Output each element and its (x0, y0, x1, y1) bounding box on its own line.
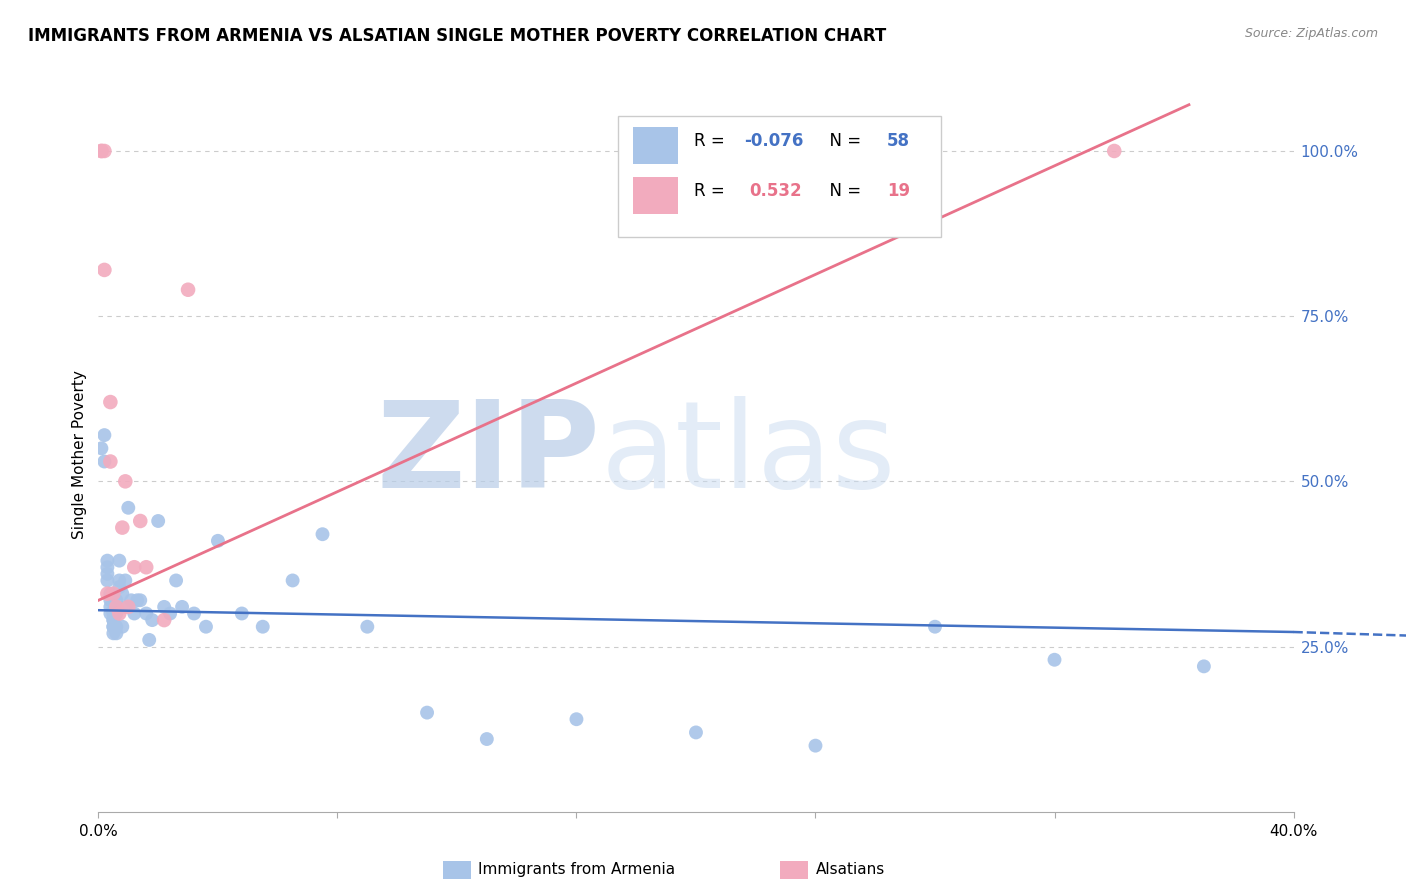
Text: 19: 19 (887, 182, 910, 200)
Point (177, 283, 200, 297)
Point (108, 580, 131, 594)
Text: IMMIGRANTS FROM ARMENIA VS ALSATIAN SINGLE MOTHER POVERTY CORRELATION CHART: IMMIGRANTS FROM ARMENIA VS ALSATIAN SING… (28, 27, 886, 45)
Point (159, 607, 181, 621)
Point (103, 613, 125, 627)
Point (153, 613, 176, 627)
Point (111, 620, 134, 634)
Point (96, 566, 118, 581)
Point (103, 620, 125, 634)
Point (105, 626, 128, 640)
Point (96, 560, 118, 574)
Text: atlas: atlas (600, 396, 896, 514)
Point (135, 607, 157, 621)
Point (90, 442, 112, 456)
Point (93, 263, 115, 277)
Point (100, 587, 122, 601)
Point (165, 574, 187, 588)
Point (108, 607, 131, 621)
Point (100, 599, 122, 614)
Point (103, 587, 125, 601)
Point (231, 607, 253, 621)
Point (100, 454, 122, 468)
FancyBboxPatch shape (619, 116, 941, 237)
Point (127, 593, 149, 607)
Text: Immigrants from Armenia: Immigrants from Armenia (478, 863, 675, 877)
Point (96, 554, 118, 568)
Text: N =: N = (820, 132, 866, 150)
Point (103, 607, 125, 621)
Text: N =: N = (820, 182, 866, 200)
Point (356, 620, 378, 634)
Point (93, 428, 115, 442)
Point (148, 514, 170, 528)
Point (141, 613, 163, 627)
Text: Alsatians: Alsatians (815, 863, 884, 877)
Point (924, 620, 946, 634)
Point (416, 706, 439, 720)
Point (804, 739, 827, 753)
Point (103, 620, 125, 634)
Point (475, 732, 498, 747)
Point (117, 500, 139, 515)
Point (1104, 144, 1126, 158)
Point (1043, 653, 1066, 667)
Text: R =: R = (693, 132, 730, 150)
Point (311, 527, 333, 541)
Point (252, 620, 274, 634)
Point (90, 144, 112, 158)
FancyBboxPatch shape (633, 127, 678, 164)
Point (96, 587, 118, 601)
Point (105, 599, 128, 614)
Point (138, 632, 160, 647)
Point (103, 626, 125, 640)
Point (117, 599, 139, 614)
Text: 0.532: 0.532 (749, 182, 803, 200)
Point (100, 395, 122, 409)
Point (103, 613, 125, 627)
Point (114, 599, 136, 614)
Point (96, 574, 118, 588)
Point (111, 520, 134, 534)
Text: R =: R = (693, 182, 735, 200)
Point (195, 620, 218, 634)
Point (129, 514, 152, 528)
Point (100, 593, 122, 607)
Point (114, 475, 136, 489)
Point (1192, 659, 1215, 673)
Text: 58: 58 (887, 132, 910, 150)
Text: -0.076: -0.076 (744, 132, 803, 150)
Point (105, 620, 128, 634)
Point (207, 533, 229, 548)
Point (565, 712, 588, 726)
Point (105, 593, 128, 607)
Text: Source: ZipAtlas.com: Source: ZipAtlas.com (1244, 27, 1378, 40)
Point (129, 593, 152, 607)
Point (105, 607, 128, 621)
Point (111, 587, 134, 601)
Point (281, 574, 304, 588)
Point (108, 554, 131, 568)
Point (135, 560, 157, 574)
FancyBboxPatch shape (633, 177, 678, 214)
Point (172, 599, 194, 614)
Text: ZIP: ZIP (377, 396, 600, 514)
Point (685, 725, 707, 739)
Point (90, 144, 112, 158)
Point (124, 607, 146, 621)
Y-axis label: Single Mother Poverty: Single Mother Poverty (72, 370, 87, 540)
Point (108, 574, 131, 588)
Point (93, 454, 115, 468)
Point (100, 607, 122, 621)
Point (93, 144, 115, 158)
Point (153, 599, 176, 614)
Point (105, 599, 128, 614)
Point (114, 574, 136, 588)
Point (183, 607, 205, 621)
Point (124, 560, 146, 574)
Point (120, 593, 142, 607)
